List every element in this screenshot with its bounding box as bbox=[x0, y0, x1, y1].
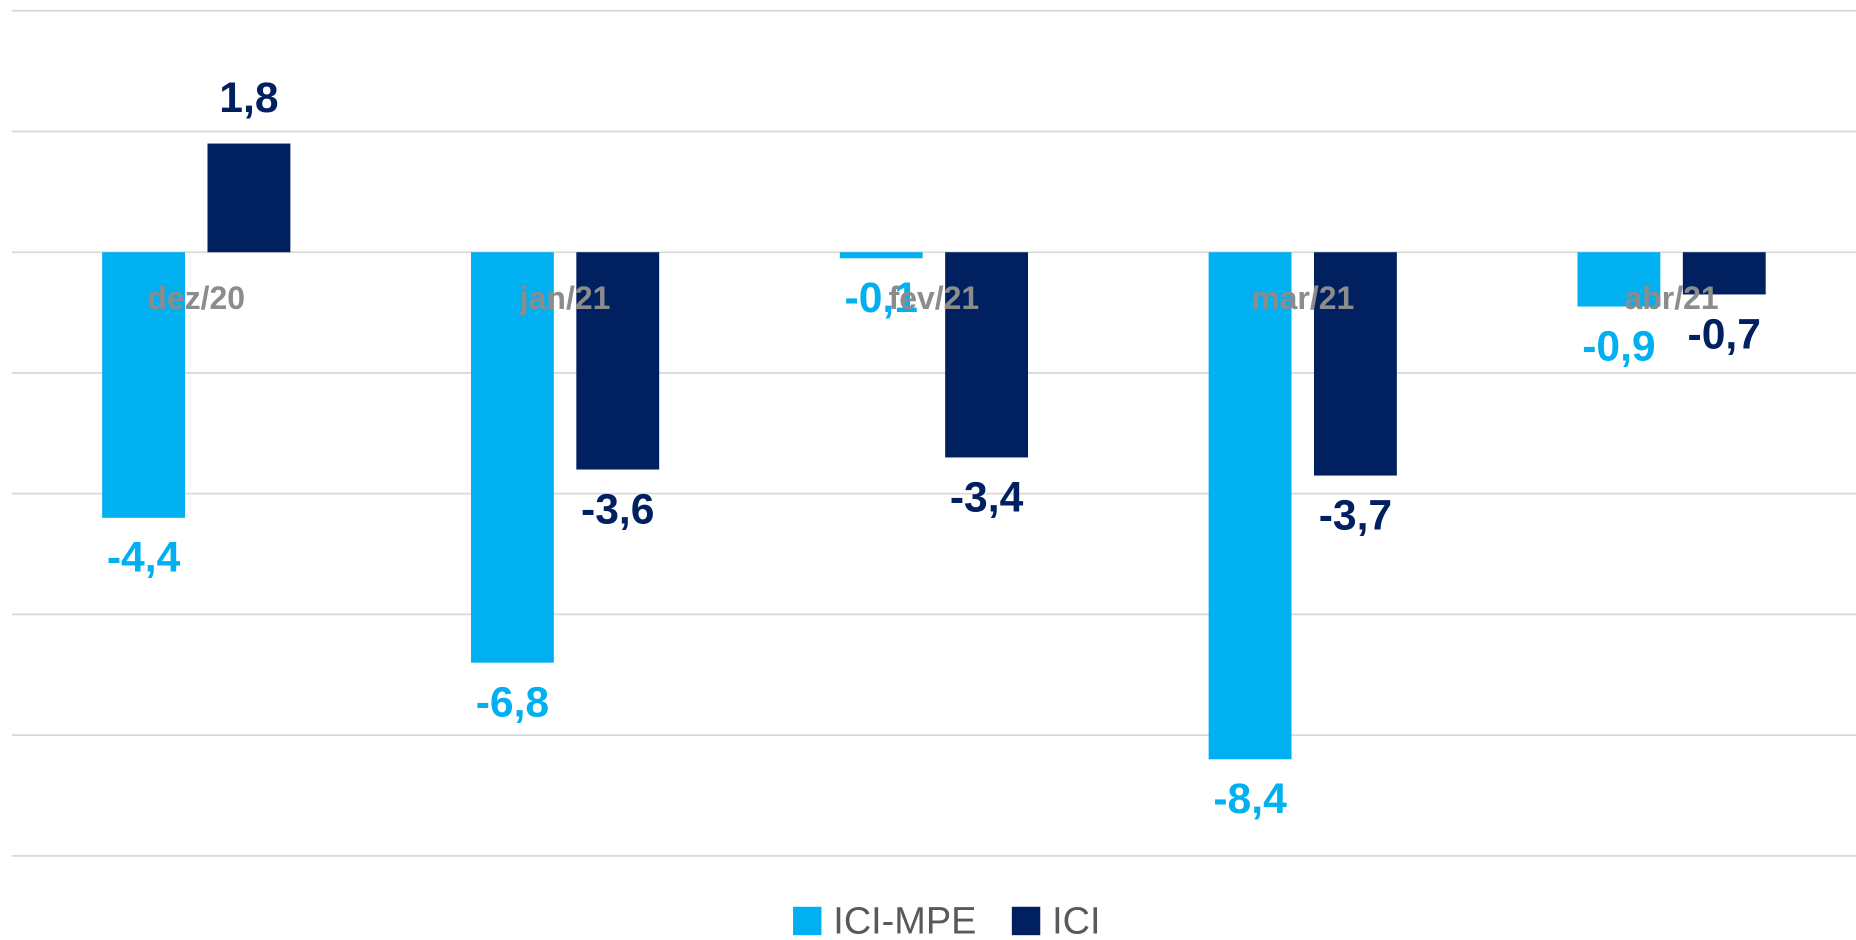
bar bbox=[470, 252, 554, 663]
data-label: -0,9 bbox=[1582, 322, 1655, 370]
data-label: -6,8 bbox=[476, 679, 549, 727]
bar bbox=[945, 252, 1029, 458]
x-tick-label: fev/21 bbox=[889, 280, 980, 316]
bar bbox=[207, 143, 291, 253]
bar bbox=[1208, 252, 1292, 760]
data-label: -0,1 bbox=[845, 274, 918, 322]
data-label: -0,7 bbox=[1688, 310, 1761, 358]
data-label: -4,4 bbox=[107, 534, 181, 582]
legend-swatch bbox=[1011, 906, 1041, 936]
data-label: -3,7 bbox=[1319, 491, 1392, 539]
bar bbox=[1577, 252, 1661, 307]
data-label: -8,4 bbox=[1213, 775, 1287, 823]
x-tick-label: dez/20 bbox=[147, 280, 245, 316]
data-label: 1,8 bbox=[219, 74, 278, 122]
bar bbox=[839, 252, 923, 259]
bar bbox=[102, 252, 186, 518]
x-tick-label: abr/21 bbox=[1625, 280, 1719, 316]
data-label: -3,4 bbox=[950, 473, 1024, 521]
x-tick-label: mar/21 bbox=[1251, 280, 1354, 316]
bar bbox=[1313, 252, 1397, 476]
bar bbox=[576, 252, 660, 470]
data-label: -3,6 bbox=[581, 485, 654, 533]
legend-swatch bbox=[793, 906, 822, 936]
legend-label: ICI bbox=[1052, 900, 1100, 940]
bar bbox=[1682, 252, 1766, 295]
legend-label: ICI-MPE bbox=[833, 900, 976, 940]
x-tick-label: jan/21 bbox=[519, 280, 611, 316]
